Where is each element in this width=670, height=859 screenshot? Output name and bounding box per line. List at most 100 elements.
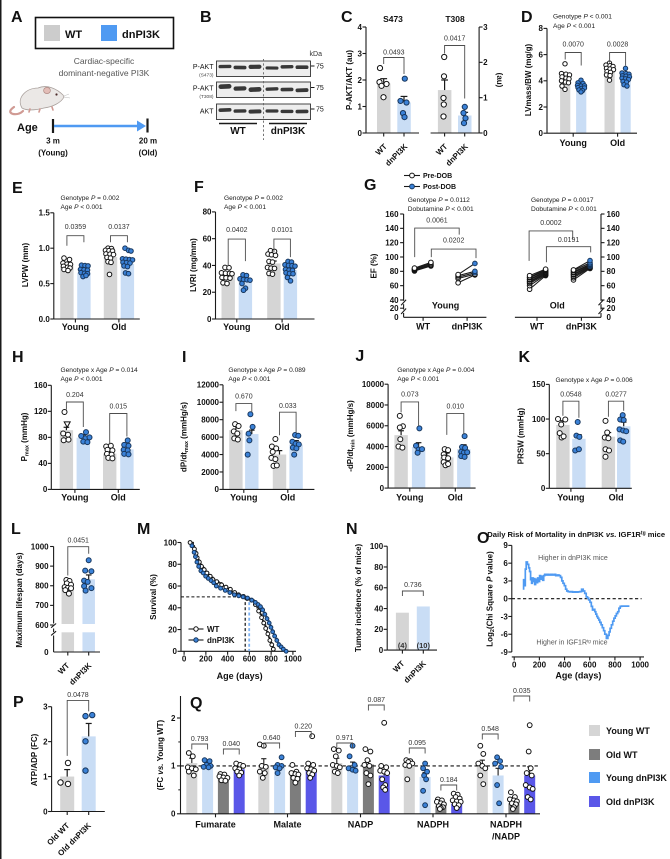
- svg-text:6000: 6000: [366, 422, 384, 431]
- svg-text:Old: Old: [280, 493, 295, 503]
- svg-text:60: 60: [203, 234, 212, 243]
- svg-text:600: 600: [35, 621, 49, 630]
- svg-text:Tumor incidence (% of mice): Tumor incidence (% of mice): [354, 544, 363, 653]
- svg-text:0: 0: [207, 315, 212, 324]
- svg-text:75: 75: [316, 85, 324, 92]
- svg-text:4000: 4000: [366, 442, 384, 451]
- svg-text:1.0: 1.0: [39, 244, 51, 253]
- svg-text:400: 400: [221, 655, 235, 664]
- svg-text:3: 3: [358, 49, 363, 58]
- svg-text:1.5: 1.5: [39, 209, 51, 218]
- svg-text:Old: Old: [275, 322, 290, 332]
- svg-text:Genotype P = 0.0112: Genotype P = 0.0112: [408, 197, 470, 204]
- svg-text:60: 60: [390, 281, 399, 290]
- svg-text:NADP: NADP: [348, 820, 374, 830]
- svg-text:LVPW (mm): LVPW (mm): [21, 243, 30, 288]
- svg-text:0.5: 0.5: [39, 279, 51, 288]
- svg-text:0.040: 0.040: [223, 741, 241, 748]
- svg-text:700: 700: [35, 601, 49, 610]
- svg-text:Young dnPI3K: Young dnPI3K: [606, 773, 667, 783]
- svg-text:Post-DOB: Post-DOB: [423, 184, 456, 191]
- svg-text:800: 800: [608, 661, 622, 670]
- svg-text:1: 1: [171, 762, 176, 771]
- svg-text:D: D: [521, 9, 533, 26]
- svg-text:0.095: 0.095: [408, 740, 426, 747]
- svg-text:1000: 1000: [631, 661, 649, 670]
- svg-text:Old dnPI3K: Old dnPI3K: [606, 797, 655, 807]
- svg-text:4: 4: [539, 77, 544, 86]
- svg-text:Old: Old: [610, 138, 625, 148]
- svg-text:4000: 4000: [201, 450, 219, 459]
- svg-text:J: J: [355, 348, 364, 365]
- svg-text:WT: WT: [416, 322, 430, 332]
- svg-text:dnPI3K: dnPI3K: [207, 636, 235, 645]
- svg-text:(10): (10): [417, 641, 431, 650]
- svg-text:0.073: 0.073: [401, 392, 419, 399]
- svg-text:0.0402: 0.0402: [226, 227, 248, 234]
- svg-text:10000: 10000: [197, 398, 220, 407]
- svg-text:Pre-DOB: Pre-DOB: [423, 173, 452, 180]
- svg-text:Young: Young: [560, 138, 587, 148]
- svg-text:0.0028: 0.0028: [607, 42, 629, 49]
- svg-text:600: 600: [243, 655, 257, 664]
- svg-text:8: 8: [539, 24, 544, 33]
- svg-text:Old: Old: [448, 492, 463, 502]
- svg-text:0.010: 0.010: [447, 404, 465, 411]
- svg-text:(Old): (Old): [139, 149, 158, 158]
- svg-text:0.640: 0.640: [263, 735, 281, 742]
- svg-text:100: 100: [607, 253, 621, 262]
- svg-text:75: 75: [316, 107, 324, 114]
- svg-text:Age P < 0.001: Age P < 0.001: [553, 23, 595, 30]
- svg-text:Genotype P < 0.001: Genotype P < 0.001: [553, 14, 612, 21]
- svg-text:80: 80: [374, 563, 383, 572]
- svg-text:20: 20: [168, 625, 177, 634]
- svg-text:2: 2: [483, 58, 488, 67]
- svg-text:Young: Young: [61, 493, 88, 503]
- svg-text:80: 80: [168, 560, 177, 569]
- svg-text:LVRI (mg/mm): LVRI (mg/mm): [189, 238, 198, 292]
- svg-text:75: 75: [316, 64, 324, 71]
- svg-text:P-AKT/AKT (au): P-AKT/AKT (au): [345, 50, 354, 110]
- svg-text:0.087: 0.087: [368, 697, 386, 704]
- svg-text:Genotype P = 0.0017: Genotype P = 0.0017: [531, 197, 594, 204]
- svg-text:3 m: 3 m: [46, 137, 60, 146]
- svg-text:0.793: 0.793: [191, 736, 209, 743]
- svg-text:900: 900: [35, 562, 49, 571]
- svg-text:0.184: 0.184: [440, 777, 458, 784]
- svg-text:0: 0: [171, 810, 176, 819]
- svg-text:20: 20: [374, 625, 383, 634]
- svg-text:80: 80: [203, 208, 212, 217]
- svg-text:(au): (au): [495, 73, 504, 88]
- svg-text:Age P < 0.001: Age P < 0.001: [397, 376, 439, 383]
- svg-text:Young: Young: [432, 301, 459, 311]
- svg-text:60: 60: [607, 281, 616, 290]
- svg-text:K: K: [519, 349, 531, 366]
- svg-text:3: 3: [483, 23, 488, 32]
- svg-text:Age (days): Age (days): [555, 671, 601, 681]
- svg-text:(T308): (T308): [199, 94, 214, 100]
- svg-text:C: C: [341, 9, 353, 26]
- svg-text:T308: T308: [445, 14, 465, 24]
- svg-text:80: 80: [390, 267, 399, 276]
- svg-text:(4): (4): [398, 641, 408, 650]
- svg-text:0.0417: 0.0417: [444, 36, 466, 43]
- svg-text:0: 0: [173, 647, 178, 656]
- svg-text:Fumarate: Fumarate: [195, 820, 236, 830]
- svg-text:120: 120: [34, 407, 48, 416]
- svg-text:40: 40: [374, 604, 383, 613]
- svg-text:0.0101: 0.0101: [271, 227, 293, 234]
- svg-text:40: 40: [38, 459, 47, 468]
- svg-text:Genotype P = 0.002: Genotype P = 0.002: [224, 195, 283, 202]
- svg-text:Log2(Chi Square P value): Log2(Chi Square P value): [485, 551, 496, 647]
- svg-text:2: 2: [171, 714, 176, 723]
- svg-text:Age P < 0.001: Age P < 0.001: [228, 376, 270, 383]
- svg-text:ATP/ADP (FC): ATP/ADP (FC): [30, 733, 39, 786]
- svg-text:NADPH: NADPH: [417, 820, 449, 830]
- svg-text:8000: 8000: [366, 401, 384, 410]
- svg-text:A: A: [11, 9, 23, 26]
- svg-text:(S473): (S473): [199, 73, 214, 79]
- svg-text:/NADP: /NADP: [492, 832, 520, 842]
- svg-text:200: 200: [533, 661, 547, 670]
- svg-text:0.0070: 0.0070: [562, 42, 584, 49]
- svg-text:Young WT: Young WT: [606, 726, 650, 736]
